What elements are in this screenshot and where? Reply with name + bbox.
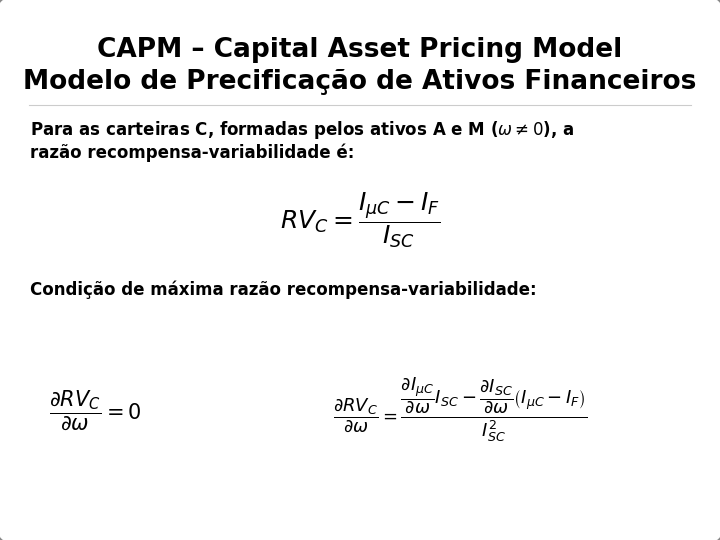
Text: Para as carteiras C, formadas pelos ativos A e M ($\omega \neq 0$), a: Para as carteiras C, formadas pelos ativ…: [30, 119, 575, 141]
Text: CAPM – Capital Asset Pricing Model: CAPM – Capital Asset Pricing Model: [97, 37, 623, 63]
Text: razão recompensa-variabilidade é:: razão recompensa-variabilidade é:: [30, 144, 354, 162]
Text: $\dfrac{\partial RV_C}{\partial \omega} = \dfrac{\dfrac{\partial I_{\mu C}}{\par: $\dfrac{\partial RV_C}{\partial \omega} …: [333, 376, 588, 444]
Text: Modelo de Precificação de Ativos Financeiros: Modelo de Precificação de Ativos Finance…: [23, 69, 697, 95]
Text: $\dfrac{\partial RV_C}{\partial \omega} = 0$: $\dfrac{\partial RV_C}{\partial \omega} …: [49, 388, 141, 431]
Text: Condição de máxima razão recompensa-variabilidade:: Condição de máxima razão recompensa-vari…: [30, 281, 536, 299]
Text: $RV_C = \dfrac{I_{\mu C} - I_F}{I_{SC}}$: $RV_C = \dfrac{I_{\mu C} - I_F}{I_{SC}}$: [280, 190, 440, 250]
